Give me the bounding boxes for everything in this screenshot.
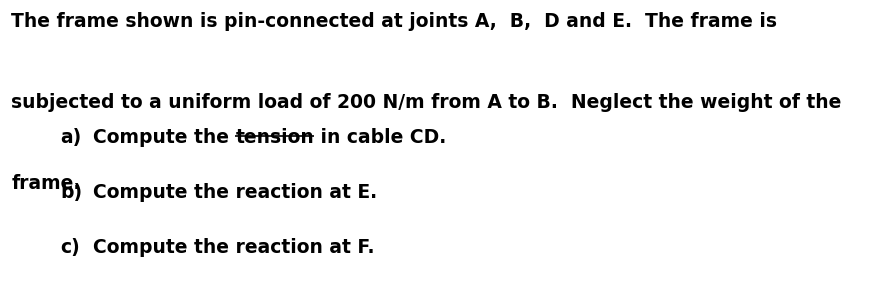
Text: frame.: frame. bbox=[11, 174, 80, 193]
Text: The frame shown is pin-connected at joints A,  B,  D and E.  The frame is: The frame shown is pin-connected at join… bbox=[11, 12, 778, 31]
Text: b): b) bbox=[60, 183, 82, 202]
Text: Compute the reaction at E.: Compute the reaction at E. bbox=[93, 183, 377, 202]
Text: a): a) bbox=[60, 128, 81, 147]
Text: Compute the: Compute the bbox=[93, 128, 235, 147]
Text: tension: tension bbox=[235, 128, 314, 147]
Text: subjected to a uniform load of 200 N/m from A to B.  Neglect the weight of the: subjected to a uniform load of 200 N/m f… bbox=[11, 93, 842, 112]
Text: Compute the reaction at F.: Compute the reaction at F. bbox=[93, 238, 374, 257]
Text: in cable CD.: in cable CD. bbox=[314, 128, 446, 147]
Text: c): c) bbox=[60, 238, 80, 257]
